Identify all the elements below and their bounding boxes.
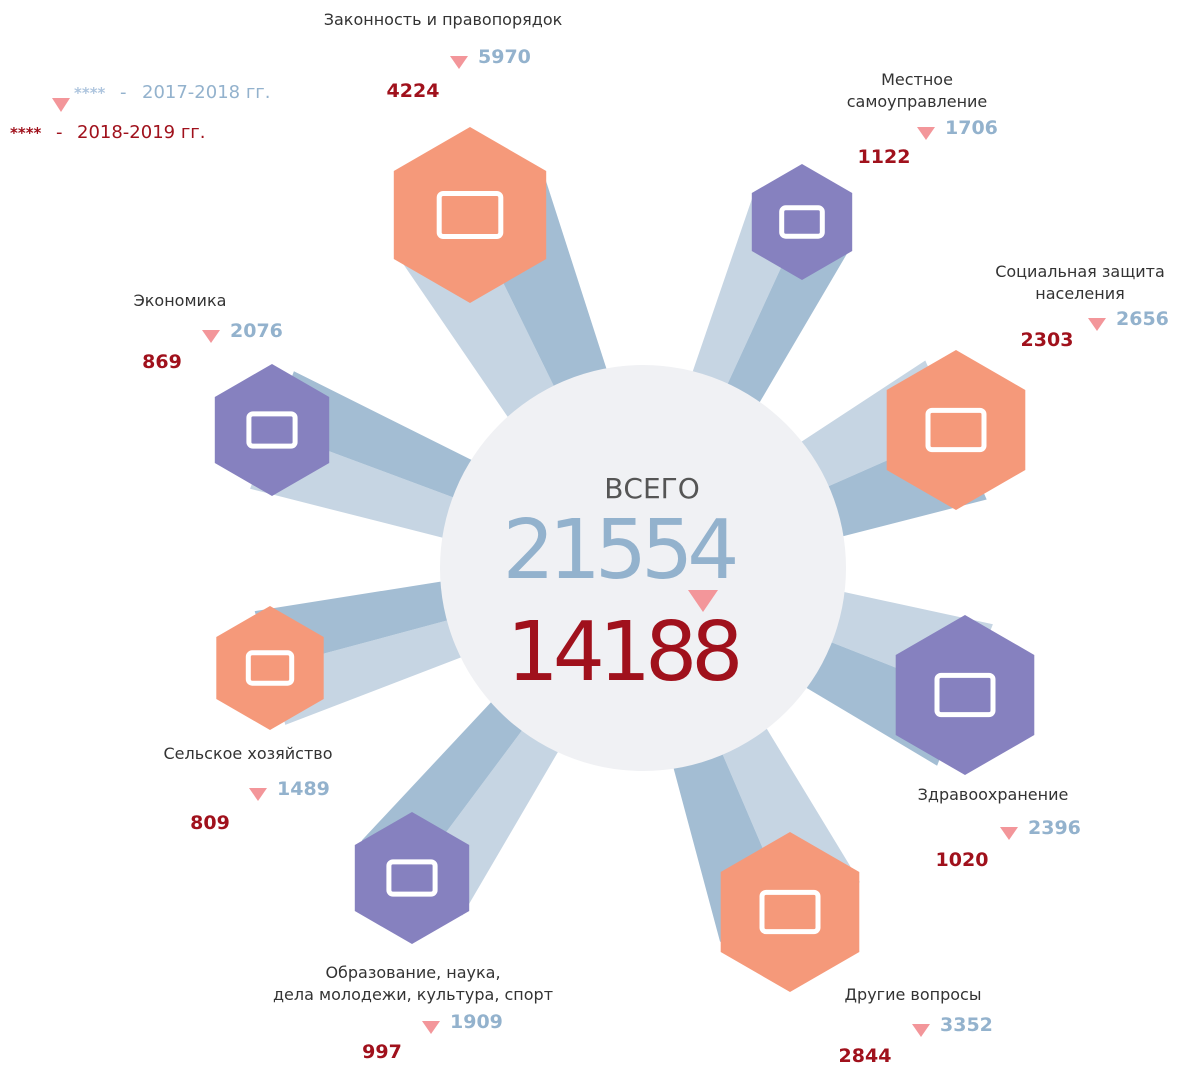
- current-value: 1122: [858, 146, 911, 168]
- icon: [934, 672, 996, 718]
- hexagon: [720, 832, 860, 992]
- beam: [705, 222, 853, 445]
- current-value: 997: [362, 1041, 402, 1063]
- category-label: самоуправление: [847, 92, 988, 111]
- category-label: Образование, наука,: [325, 963, 500, 982]
- category-label: Здравоохранение: [918, 785, 1069, 804]
- beam: [270, 606, 507, 725]
- icon: [925, 407, 987, 453]
- arrow: [249, 788, 267, 801]
- arrow: [1000, 827, 1018, 840]
- icon: [386, 859, 438, 897]
- arrow: [202, 330, 220, 343]
- category-label: дела молодежи, культура, спорт: [273, 985, 553, 1004]
- icon: [246, 411, 298, 449]
- arrow: [917, 127, 935, 140]
- previous-value: 1489: [277, 778, 330, 800]
- previous-value: 2656: [1116, 308, 1169, 330]
- legend-dash: -: [56, 122, 63, 143]
- arrow: [450, 56, 468, 69]
- previous-value: 3352: [940, 1014, 993, 1036]
- hexagon: [214, 364, 330, 496]
- category-label: Другие вопросы: [845, 985, 982, 1004]
- arrow: [912, 1024, 930, 1037]
- legend-marker: ****: [74, 84, 106, 102]
- hexagon: [751, 164, 853, 280]
- current-value: 809: [190, 812, 230, 834]
- center-current: 14188: [507, 605, 739, 700]
- legend-dash: -: [120, 82, 127, 103]
- current-value: 2303: [1021, 329, 1074, 351]
- icon: [436, 190, 504, 240]
- legend-label: 2018-2019 гг.: [77, 122, 205, 143]
- category-label: Сельское хозяйство: [164, 744, 333, 763]
- category-label: Экономика: [134, 291, 227, 310]
- previous-value: 2076: [230, 320, 283, 342]
- center-previous: 21554: [503, 503, 736, 598]
- hexagon: [886, 350, 1026, 510]
- center-circle: [440, 365, 846, 771]
- current-value: 2844: [839, 1045, 892, 1067]
- hexagon: [895, 615, 1035, 775]
- category-label: Социальная защита: [995, 262, 1165, 281]
- category-label: Местное: [881, 70, 953, 89]
- previous-value: 5970: [478, 46, 531, 68]
- icon: [779, 205, 825, 239]
- current-value: 4224: [387, 80, 440, 102]
- icon: [759, 889, 821, 935]
- arrow: [1088, 318, 1106, 331]
- current-value: 869: [142, 351, 182, 373]
- legend-label: 2017-2018 гг.: [142, 82, 270, 103]
- center-label: ВСЕГО: [604, 472, 700, 505]
- current-value: 1020: [936, 849, 989, 871]
- category-label: Законность и правопорядок: [324, 10, 563, 29]
- previous-value: 1706: [945, 117, 998, 139]
- arrow: [52, 98, 70, 112]
- hexagon: [393, 127, 547, 303]
- arrow: [688, 590, 718, 612]
- arrow: [422, 1021, 440, 1034]
- beam: [272, 371, 516, 516]
- category-label: населения: [1035, 284, 1124, 303]
- icon: [245, 650, 295, 686]
- legend-marker: ****: [10, 124, 42, 142]
- previous-value: 2396: [1028, 817, 1081, 839]
- hexagon: [216, 606, 324, 730]
- hexagon: [354, 812, 470, 944]
- previous-value: 1909: [450, 1011, 503, 1033]
